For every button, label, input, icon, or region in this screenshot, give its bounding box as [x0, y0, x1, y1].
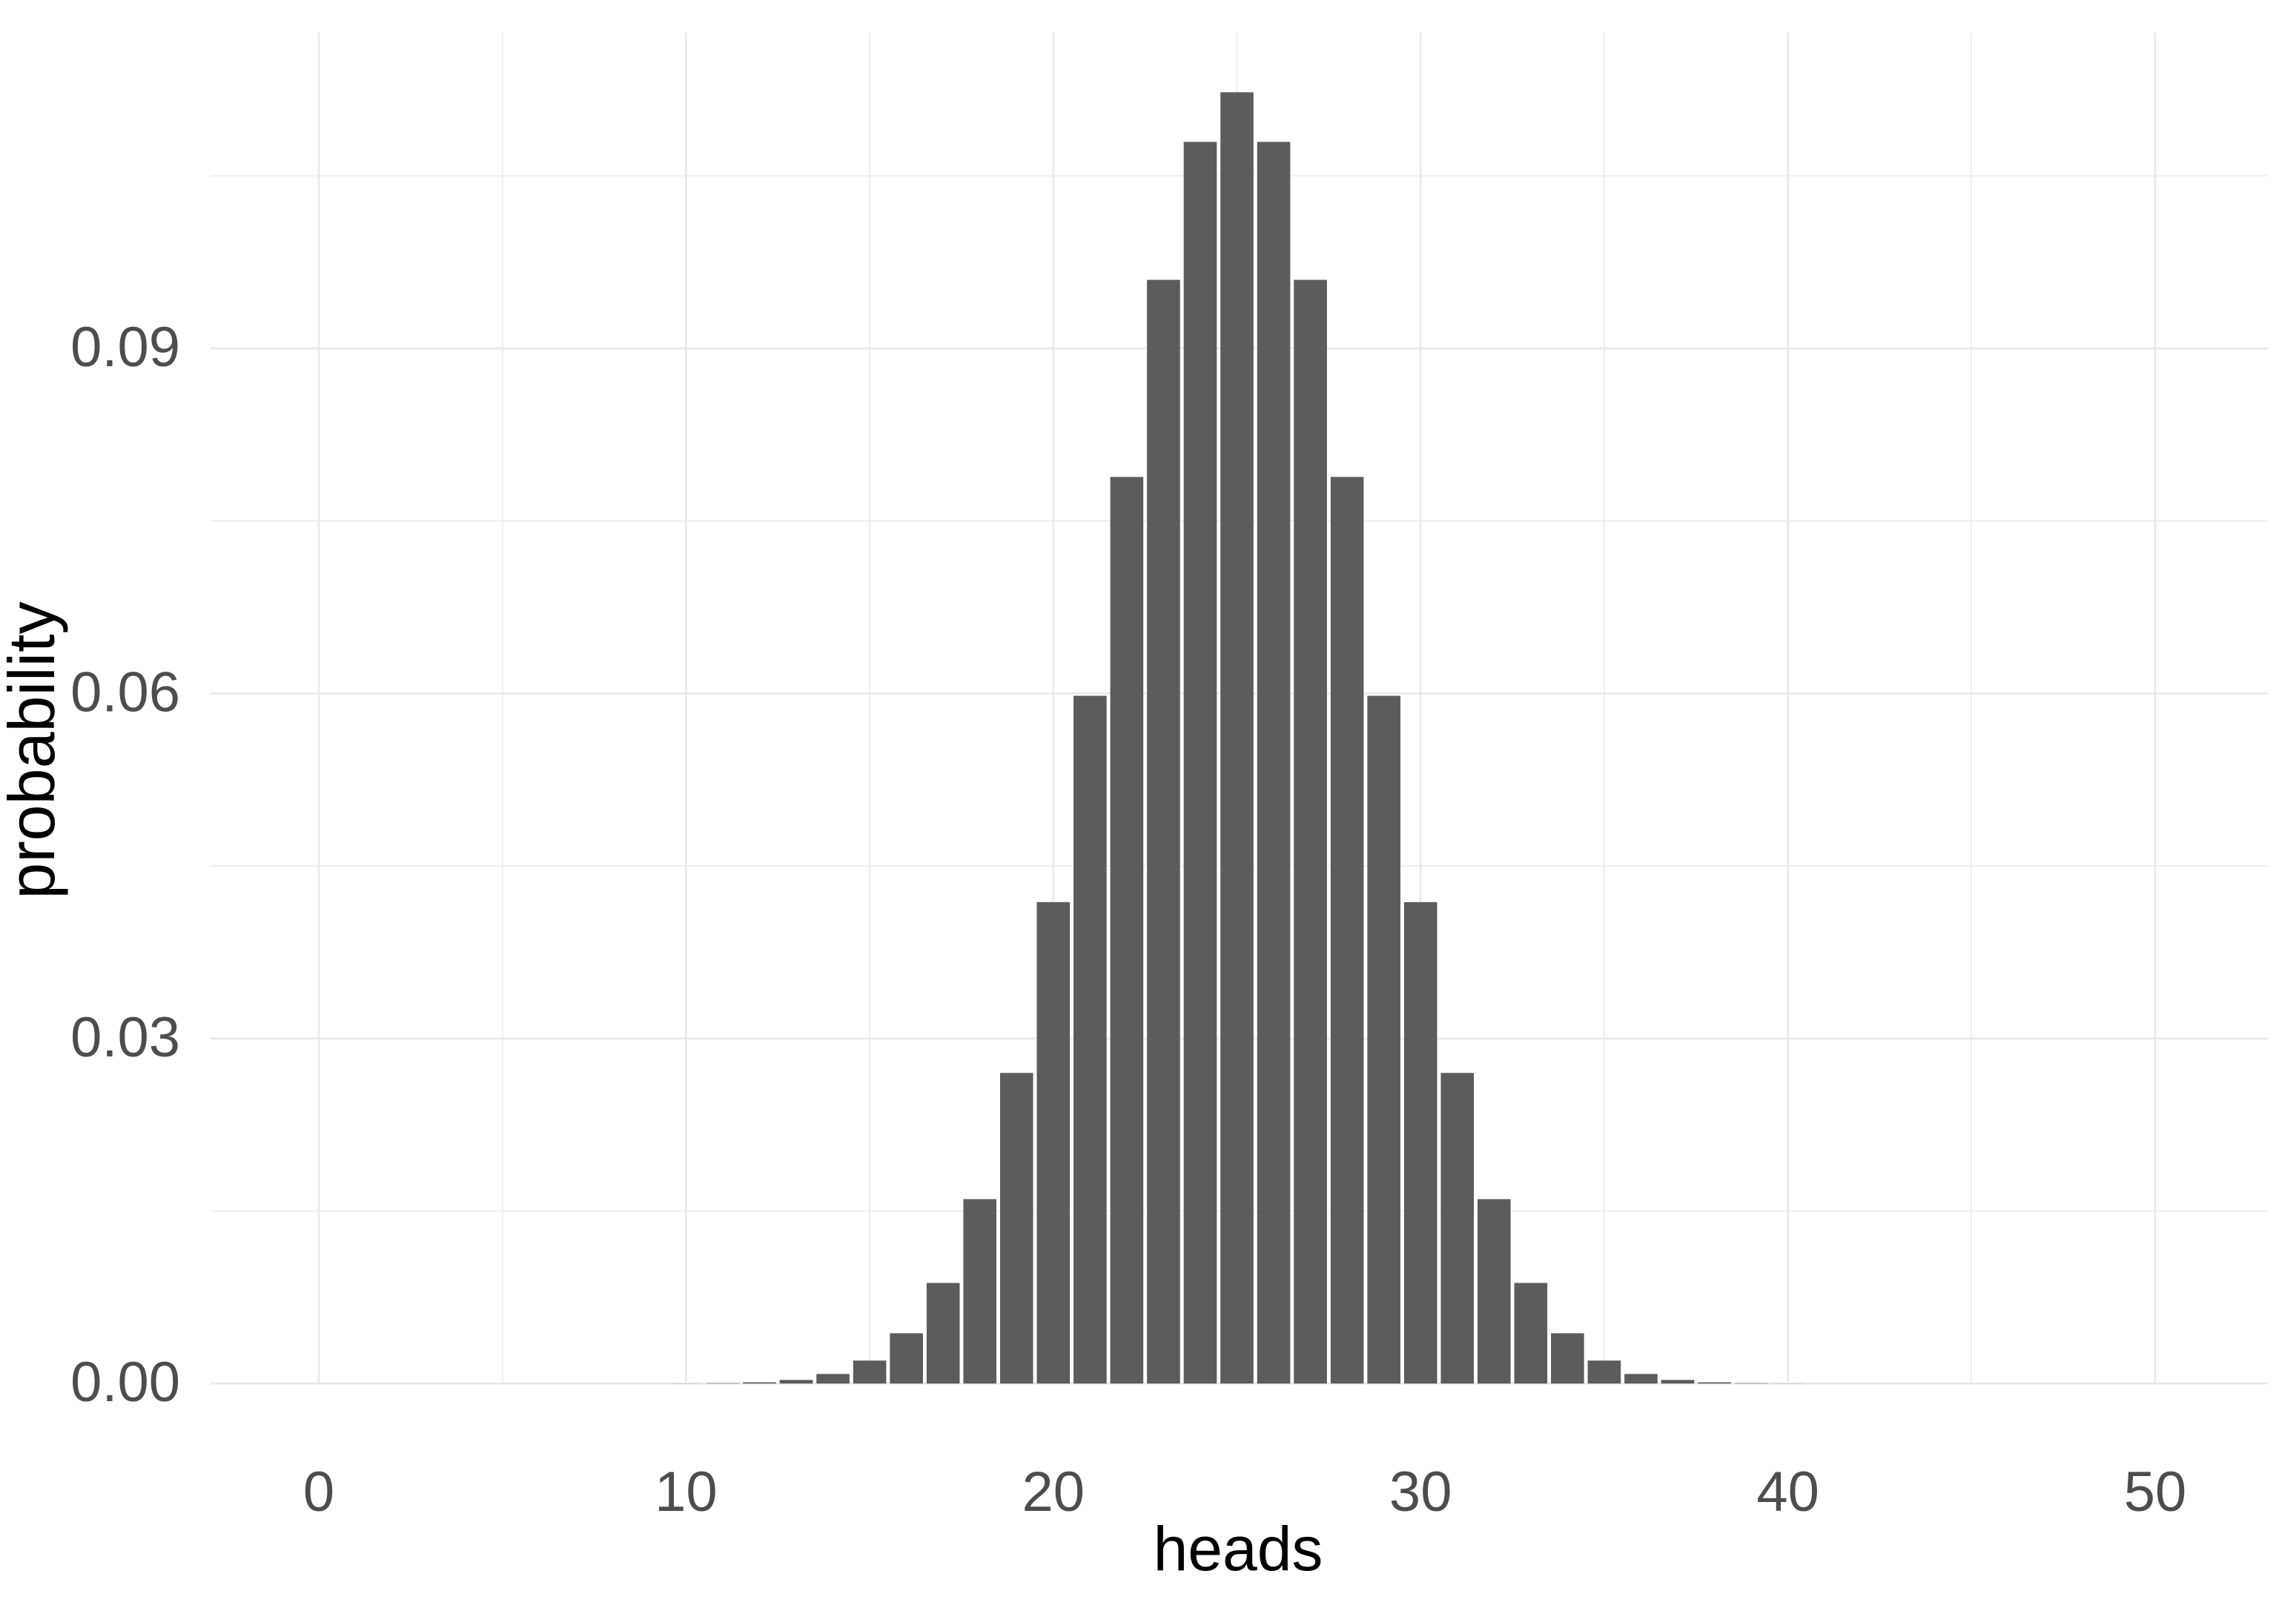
svg-text:0.03: 0.03	[70, 1006, 180, 1069]
svg-text:30: 30	[1389, 1461, 1452, 1524]
svg-text:20: 20	[1022, 1461, 1085, 1524]
svg-text:0: 0	[303, 1461, 334, 1524]
svg-text:0.06: 0.06	[70, 661, 180, 724]
svg-text:0.09: 0.09	[70, 316, 180, 379]
svg-text:40: 40	[1756, 1461, 1819, 1524]
svg-text:10: 10	[655, 1461, 718, 1524]
svg-text:50: 50	[2124, 1461, 2187, 1524]
svg-text:heads: heads	[1154, 1514, 1323, 1584]
svg-text:probability: probability	[0, 601, 68, 899]
svg-text:0.00: 0.00	[70, 1351, 180, 1414]
